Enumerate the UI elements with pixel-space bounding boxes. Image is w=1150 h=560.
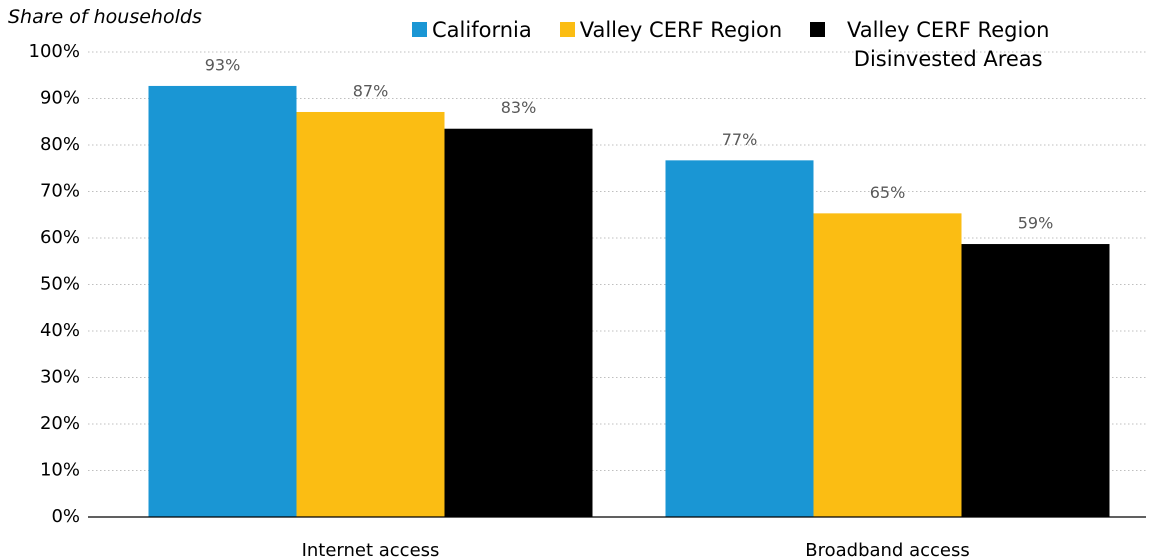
legend-label: Valley CERF Region Disinvested Areas [846,18,1050,71]
bar [444,128,593,517]
y-tick-label: 30% [40,367,80,388]
data-label: 93% [205,55,241,74]
data-label: 59% [1018,214,1054,233]
y-tick-label: 60% [40,227,80,248]
data-label: 87% [353,81,389,100]
legend-swatch [559,22,575,37]
y-tick-label: 10% [40,460,80,481]
bar [813,213,962,518]
bar [961,244,1110,518]
data-label: 65% [870,183,906,202]
legend-swatch [412,22,427,37]
bar [296,111,445,518]
y-tick-label: 20% [40,413,80,434]
data-label: 83% [501,98,537,117]
y-tick-label: 0% [51,506,80,527]
legend-swatch [810,22,826,37]
legend-label: Valley CERF Region [579,18,783,42]
y-tick-label: 40% [40,320,80,341]
y-tick-label: 70% [40,181,80,202]
legend-item: Valley CERF Region [559,16,783,45]
legend-item: California [412,16,532,45]
data-label: 77% [722,130,758,149]
y-tick-label: 90% [40,88,80,109]
y-tick-label: 100% [29,41,80,62]
y-tick-label: 80% [40,134,80,155]
x-tick-label: Broadband access [805,540,970,560]
bar [665,160,814,517]
y-tick-label: 50% [40,274,80,295]
legend-item: Valley CERF Region Disinvested Areas [810,16,1066,74]
legend-label: California [432,18,532,42]
legend: California Valley CERF Region Valley CERF … [412,16,1094,74]
y-axis-label: Share of households [8,6,202,28]
x-tick-label: Internet access [302,540,440,560]
bar [148,85,297,517]
